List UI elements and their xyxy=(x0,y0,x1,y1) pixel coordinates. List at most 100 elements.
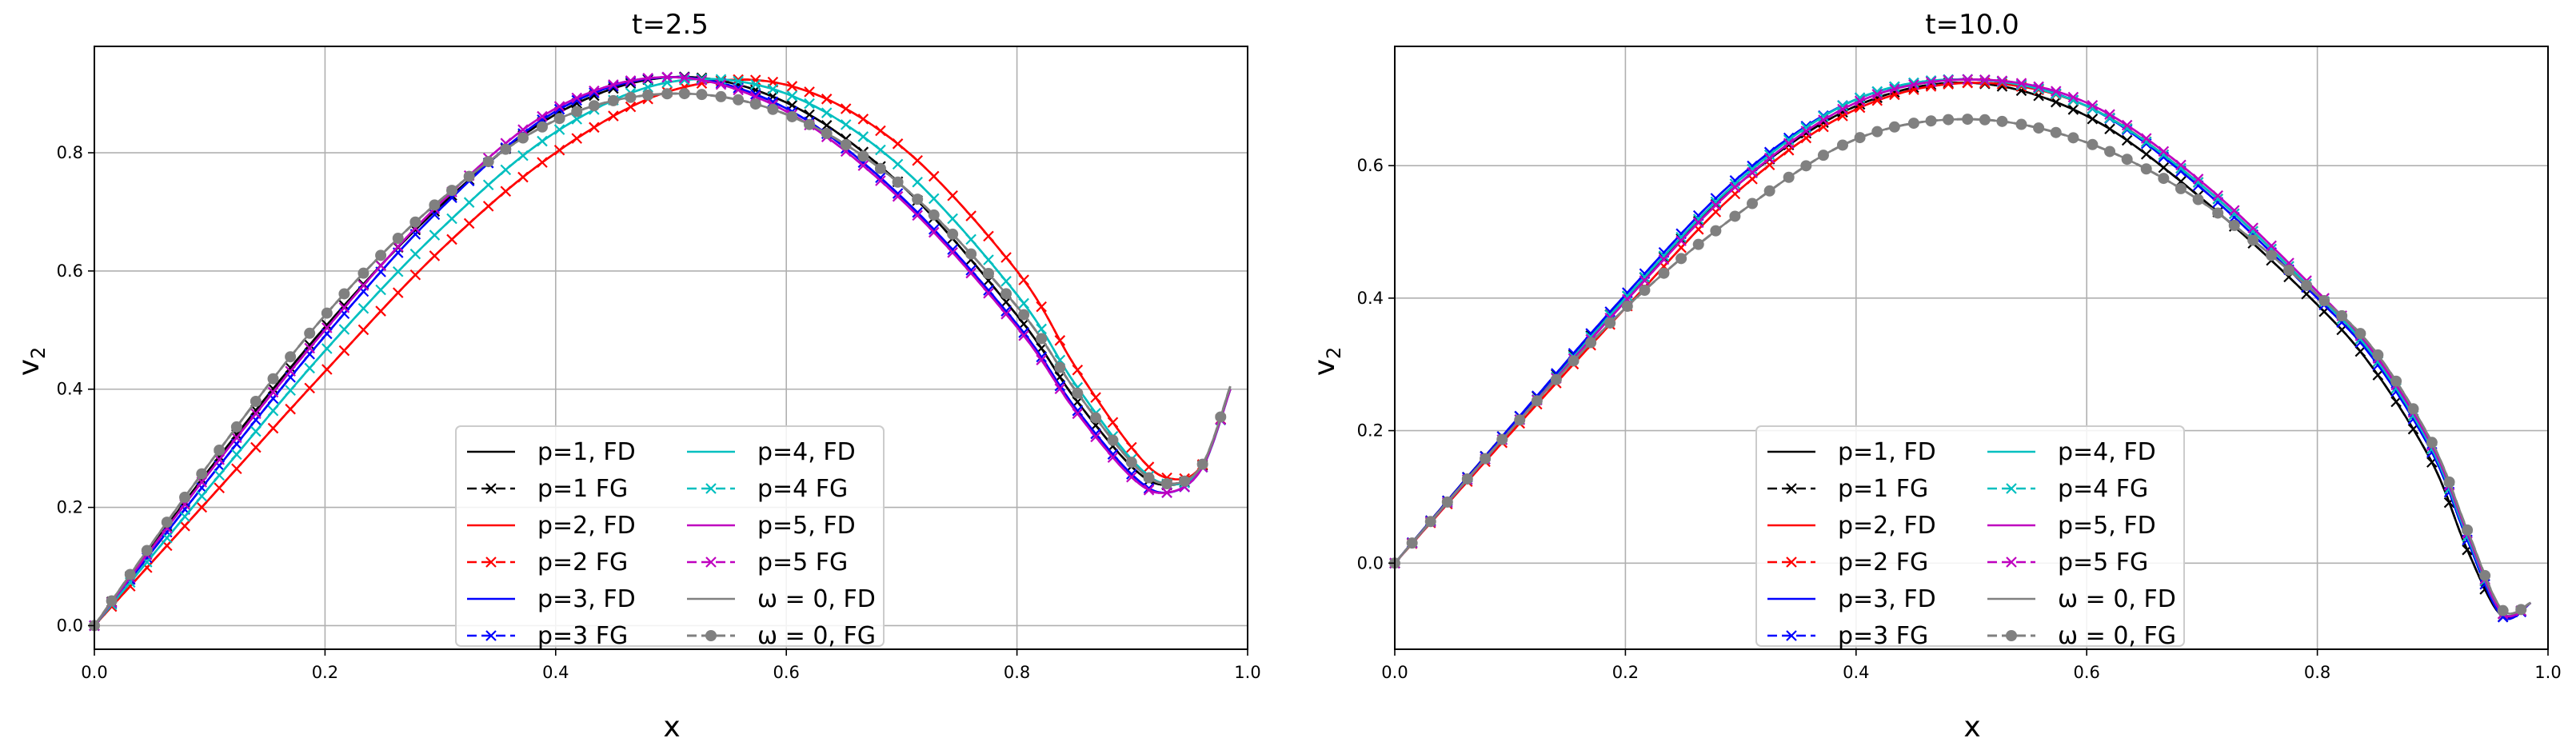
x-marker xyxy=(1604,309,1615,321)
x-marker xyxy=(1818,110,1829,122)
x-marker xyxy=(196,501,208,513)
series--0-fg xyxy=(89,88,1232,632)
x-marker xyxy=(928,226,940,238)
legend-item: p=4, FD xyxy=(1987,438,2156,466)
x-marker xyxy=(1729,182,1741,193)
x-marker xyxy=(840,103,852,114)
x-marker xyxy=(2228,208,2240,220)
legend-item: p=5, FD xyxy=(687,512,856,540)
o-marker xyxy=(1550,373,1562,385)
o-marker xyxy=(1585,337,1597,349)
o-marker xyxy=(2515,604,2527,616)
x-marker xyxy=(392,241,404,253)
x-marker xyxy=(2050,86,2062,97)
x-marker xyxy=(250,408,262,420)
legend-box xyxy=(1755,425,2185,647)
o-marker xyxy=(804,118,816,130)
x-marker xyxy=(892,138,904,150)
o-marker xyxy=(2426,437,2438,449)
x-marker xyxy=(1837,100,1848,111)
x-marker xyxy=(733,84,744,96)
legend-box xyxy=(455,425,885,647)
legend-label: p=3, FD xyxy=(1838,585,1936,613)
o-marker xyxy=(1604,317,1616,329)
y-tick-label: 0.6 xyxy=(1357,156,1384,175)
x-marker xyxy=(1943,74,1954,86)
o-marker xyxy=(661,88,673,100)
x-marker xyxy=(983,285,994,296)
x-marker xyxy=(1126,441,1137,453)
x-marker xyxy=(1925,75,1937,86)
x-marker xyxy=(375,260,386,272)
x-marker xyxy=(857,131,869,142)
o-marker xyxy=(1161,478,1173,490)
series--0-fg xyxy=(1389,114,2531,616)
o-marker xyxy=(607,94,619,106)
o-marker xyxy=(1783,171,1795,183)
legend-label: p=1 FG xyxy=(1838,475,1928,503)
x-marker xyxy=(409,269,421,281)
x-marker xyxy=(642,72,653,84)
x-marker xyxy=(1800,122,1812,134)
series-group xyxy=(1389,74,2532,623)
x-marker xyxy=(1710,196,1722,208)
x-marker xyxy=(2266,240,2277,252)
o-marker xyxy=(1996,115,2008,127)
o-marker xyxy=(1692,238,1704,250)
x-marker xyxy=(482,201,494,212)
o-marker xyxy=(500,143,512,155)
x-marker xyxy=(285,362,296,373)
o-marker xyxy=(1496,433,1508,445)
x-marker xyxy=(357,280,369,291)
o-marker xyxy=(1480,453,1492,465)
x-marker xyxy=(1854,95,1866,107)
x-marker xyxy=(2175,159,2187,171)
o-marker xyxy=(2140,163,2152,175)
x-marker xyxy=(1054,383,1066,395)
x-marker xyxy=(912,154,923,166)
x-tick-label: 0.0 xyxy=(81,663,107,682)
legend-item: ω = 0, FG xyxy=(1987,622,2176,650)
o-marker xyxy=(392,233,404,245)
o-marker xyxy=(1747,197,1759,209)
x-marker xyxy=(2104,123,2115,135)
x-marker xyxy=(338,324,350,335)
x-axis-label: x xyxy=(663,711,680,744)
x-marker xyxy=(338,302,350,313)
legend-label: p=1 FG xyxy=(537,475,628,503)
o-marker xyxy=(1817,150,1829,162)
x-marker xyxy=(553,103,565,115)
x-marker xyxy=(463,217,475,229)
x-marker xyxy=(625,101,637,113)
x-marker xyxy=(214,469,225,481)
legend-label: ω = 0, FG xyxy=(2058,622,2176,650)
x-marker xyxy=(947,247,958,258)
x-marker xyxy=(1000,275,1012,287)
o-marker xyxy=(536,121,548,133)
x-tick-label: 0.2 xyxy=(1612,663,1639,682)
x-marker xyxy=(304,339,315,351)
o-marker xyxy=(1925,115,1937,127)
x-marker xyxy=(285,365,296,377)
x-marker xyxy=(446,213,457,225)
x-marker xyxy=(1996,75,2008,86)
o-marker xyxy=(2462,524,2474,536)
legend: p=1, FD p=1 FG p=2, FD p=2 FG p=3, FD p=3 FG p… xyxy=(1755,425,2185,650)
x-marker xyxy=(231,432,242,444)
o-marker xyxy=(767,103,779,115)
x-marker xyxy=(857,160,869,171)
legend-item: ω = 0, FD xyxy=(1987,585,2176,613)
x-marker xyxy=(608,79,619,90)
o-marker xyxy=(1888,121,1900,133)
x-marker xyxy=(965,210,976,221)
x-marker xyxy=(1107,452,1119,463)
x-marker xyxy=(267,386,279,398)
x-marker xyxy=(2390,396,2402,408)
x-marker xyxy=(2006,557,2017,568)
o-marker xyxy=(1424,516,1436,528)
o-marker xyxy=(947,228,959,240)
legend-item: p=3, FD xyxy=(1767,585,1936,613)
x-marker xyxy=(1837,103,1848,115)
x-marker xyxy=(231,449,242,461)
y-tick-label: 0.4 xyxy=(1357,289,1384,308)
